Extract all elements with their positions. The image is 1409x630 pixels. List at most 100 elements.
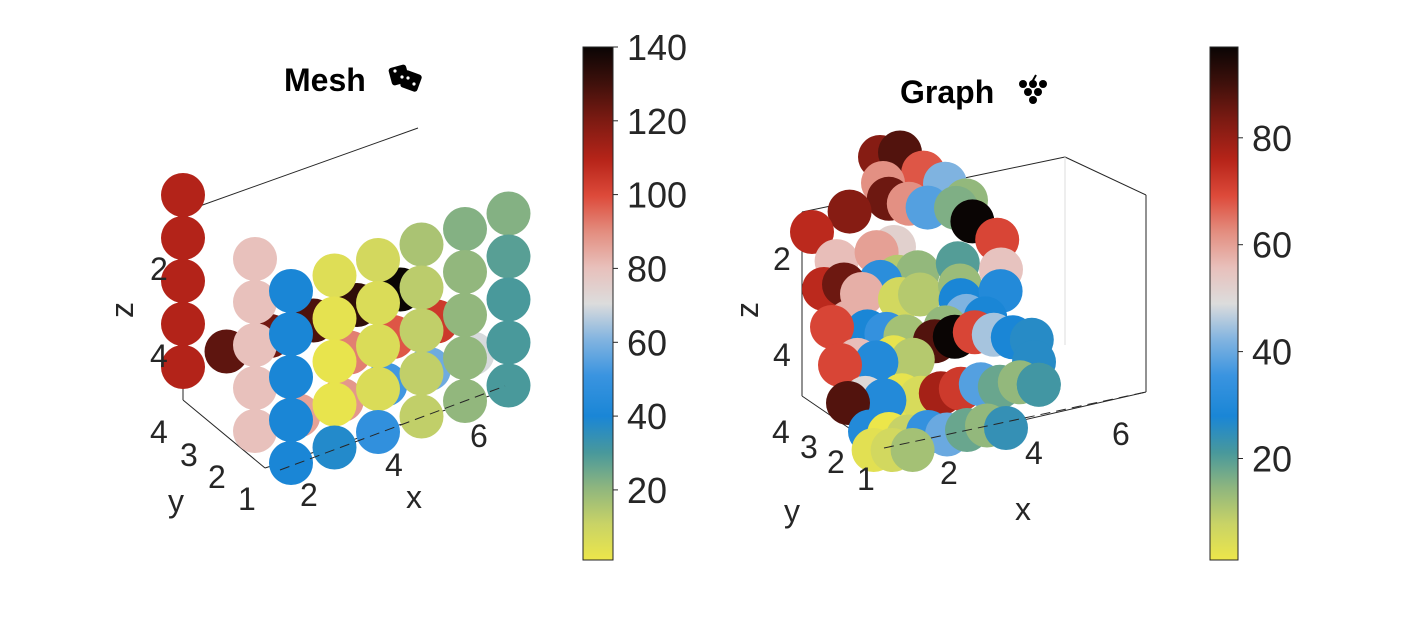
colorbar-tick-label: 140 — [627, 27, 687, 68]
mesh-x-tick: 4 — [385, 447, 403, 483]
mesh-marker — [269, 398, 313, 442]
graph-markers — [790, 130, 1147, 472]
mesh-marker — [312, 253, 357, 298]
mesh-x-tick: 6 — [470, 418, 488, 454]
graph-x-tick: 4 — [1025, 435, 1043, 471]
graph-marker — [827, 189, 872, 234]
graph-marker — [984, 406, 1028, 450]
mesh-marker — [161, 302, 205, 346]
mesh-marker — [486, 234, 531, 279]
mesh-marker — [161, 345, 205, 389]
mesh-colorbar-ticks: 20 40 60 80 100 120 140 — [613, 27, 687, 511]
colorbar-tick-label: 120 — [627, 101, 687, 142]
graph-marker — [790, 210, 834, 254]
mesh-marker — [233, 323, 277, 367]
mesh-marker — [443, 250, 487, 294]
mesh-markers — [161, 173, 531, 485]
mesh-marker — [486, 277, 531, 322]
mesh-marker — [233, 237, 277, 281]
mesh-colorbar: 20 40 60 80 100 120 140 — [582, 27, 687, 561]
graph-y-tick: 4 — [772, 414, 790, 450]
graph-z-ticks: 2 4 — [773, 241, 791, 373]
colorbar-tick-label: 40 — [1252, 332, 1292, 373]
mesh-z-label: z — [104, 302, 140, 318]
colorbar-tick-label: 80 — [1252, 118, 1292, 159]
mesh-marker — [312, 296, 357, 341]
mesh-marker — [356, 410, 400, 454]
front-edge-line — [883, 391, 1147, 449]
mesh-marker — [356, 324, 400, 368]
mesh-x-tick: 2 — [300, 477, 318, 513]
mesh-marker — [161, 173, 205, 217]
graph-colorbar-ticks: 20 40 60 80 — [1238, 118, 1292, 480]
mesh-marker — [233, 409, 277, 453]
graph-marker — [898, 272, 942, 317]
mesh-y-tick: 3 — [180, 437, 198, 473]
colorbar-tick-label: 80 — [627, 248, 667, 289]
grapes-icon — [1019, 74, 1047, 104]
graph-chart: Graph 2 4 z 1 2 3 4 y 2 4 6 x — [729, 46, 1292, 561]
colorbar-tick-label: 100 — [627, 175, 687, 216]
mesh-title-text: Mesh — [284, 62, 366, 98]
mesh-marker — [269, 441, 313, 485]
mesh-marker — [356, 367, 400, 411]
mesh-y-ticks: 1 2 3 4 — [150, 414, 256, 517]
mesh-x-label: x — [406, 479, 422, 515]
graph-x-tick: 6 — [1112, 416, 1130, 452]
mesh-y-label: y — [168, 483, 184, 519]
mesh-title: Mesh — [284, 62, 422, 98]
mesh-marker — [233, 366, 277, 410]
mesh-marker — [269, 312, 313, 356]
mesh-y-tick: 4 — [150, 414, 168, 450]
graph-marker — [810, 305, 854, 349]
mesh-marker — [399, 265, 444, 310]
graph-x-tick: 2 — [940, 455, 958, 491]
graph-x-ticks: 2 4 6 — [940, 416, 1130, 491]
mesh-marker — [399, 394, 444, 439]
mesh-z-tick: 2 — [150, 251, 168, 287]
colorbar-tick-label: 40 — [627, 396, 667, 437]
mesh-marker — [399, 351, 444, 396]
mesh-marker — [161, 216, 205, 260]
mesh-marker — [486, 191, 531, 236]
mesh-z-ticks: 2 4 — [150, 251, 168, 374]
mesh-marker — [443, 207, 487, 251]
mesh-marker — [269, 269, 313, 313]
mesh-y-tick: 2 — [208, 459, 226, 495]
mesh-marker — [233, 280, 277, 324]
graph-z-label: z — [729, 302, 765, 318]
graph-z-tick: 2 — [773, 241, 791, 277]
graph-y-tick: 1 — [857, 461, 875, 497]
mesh-marker — [161, 259, 205, 303]
mesh-colorbar-bar — [582, 46, 614, 561]
mesh-chart: Mesh 2 4 z 1 2 3 4 y 2 4 6 x — [104, 27, 687, 561]
graph-colorbar-bar — [1209, 46, 1239, 561]
mesh-marker — [356, 238, 400, 282]
mesh-marker — [312, 382, 357, 427]
colorbar-tick-label: 20 — [627, 470, 667, 511]
mesh-marker — [399, 308, 444, 353]
mesh-marker — [443, 336, 487, 380]
mesh-z-tick: 4 — [150, 338, 168, 374]
graph-marker — [890, 337, 935, 382]
mesh-marker — [486, 320, 531, 365]
mesh-marker — [399, 222, 444, 267]
mesh-x-ticks: 2 4 6 — [300, 418, 488, 513]
mesh-marker — [356, 281, 400, 325]
front-edge-line — [279, 385, 506, 471]
mesh-marker — [312, 425, 357, 470]
colorbar-tick-label: 60 — [627, 322, 667, 363]
mesh-marker — [486, 363, 531, 408]
graph-y-tick: 2 — [827, 444, 845, 480]
graph-y-ticks: 1 2 3 4 — [772, 414, 875, 497]
graph-colorbar: 20 40 60 80 — [1209, 46, 1292, 561]
mesh-marker — [269, 355, 313, 399]
graph-marker — [818, 343, 862, 387]
graph-marker — [890, 428, 935, 472]
graph-z-tick: 4 — [773, 337, 791, 373]
mesh-marker — [443, 293, 487, 337]
graph-title: Graph — [900, 74, 1047, 110]
dice-icon — [388, 64, 422, 92]
graph-title-text: Graph — [900, 74, 994, 110]
